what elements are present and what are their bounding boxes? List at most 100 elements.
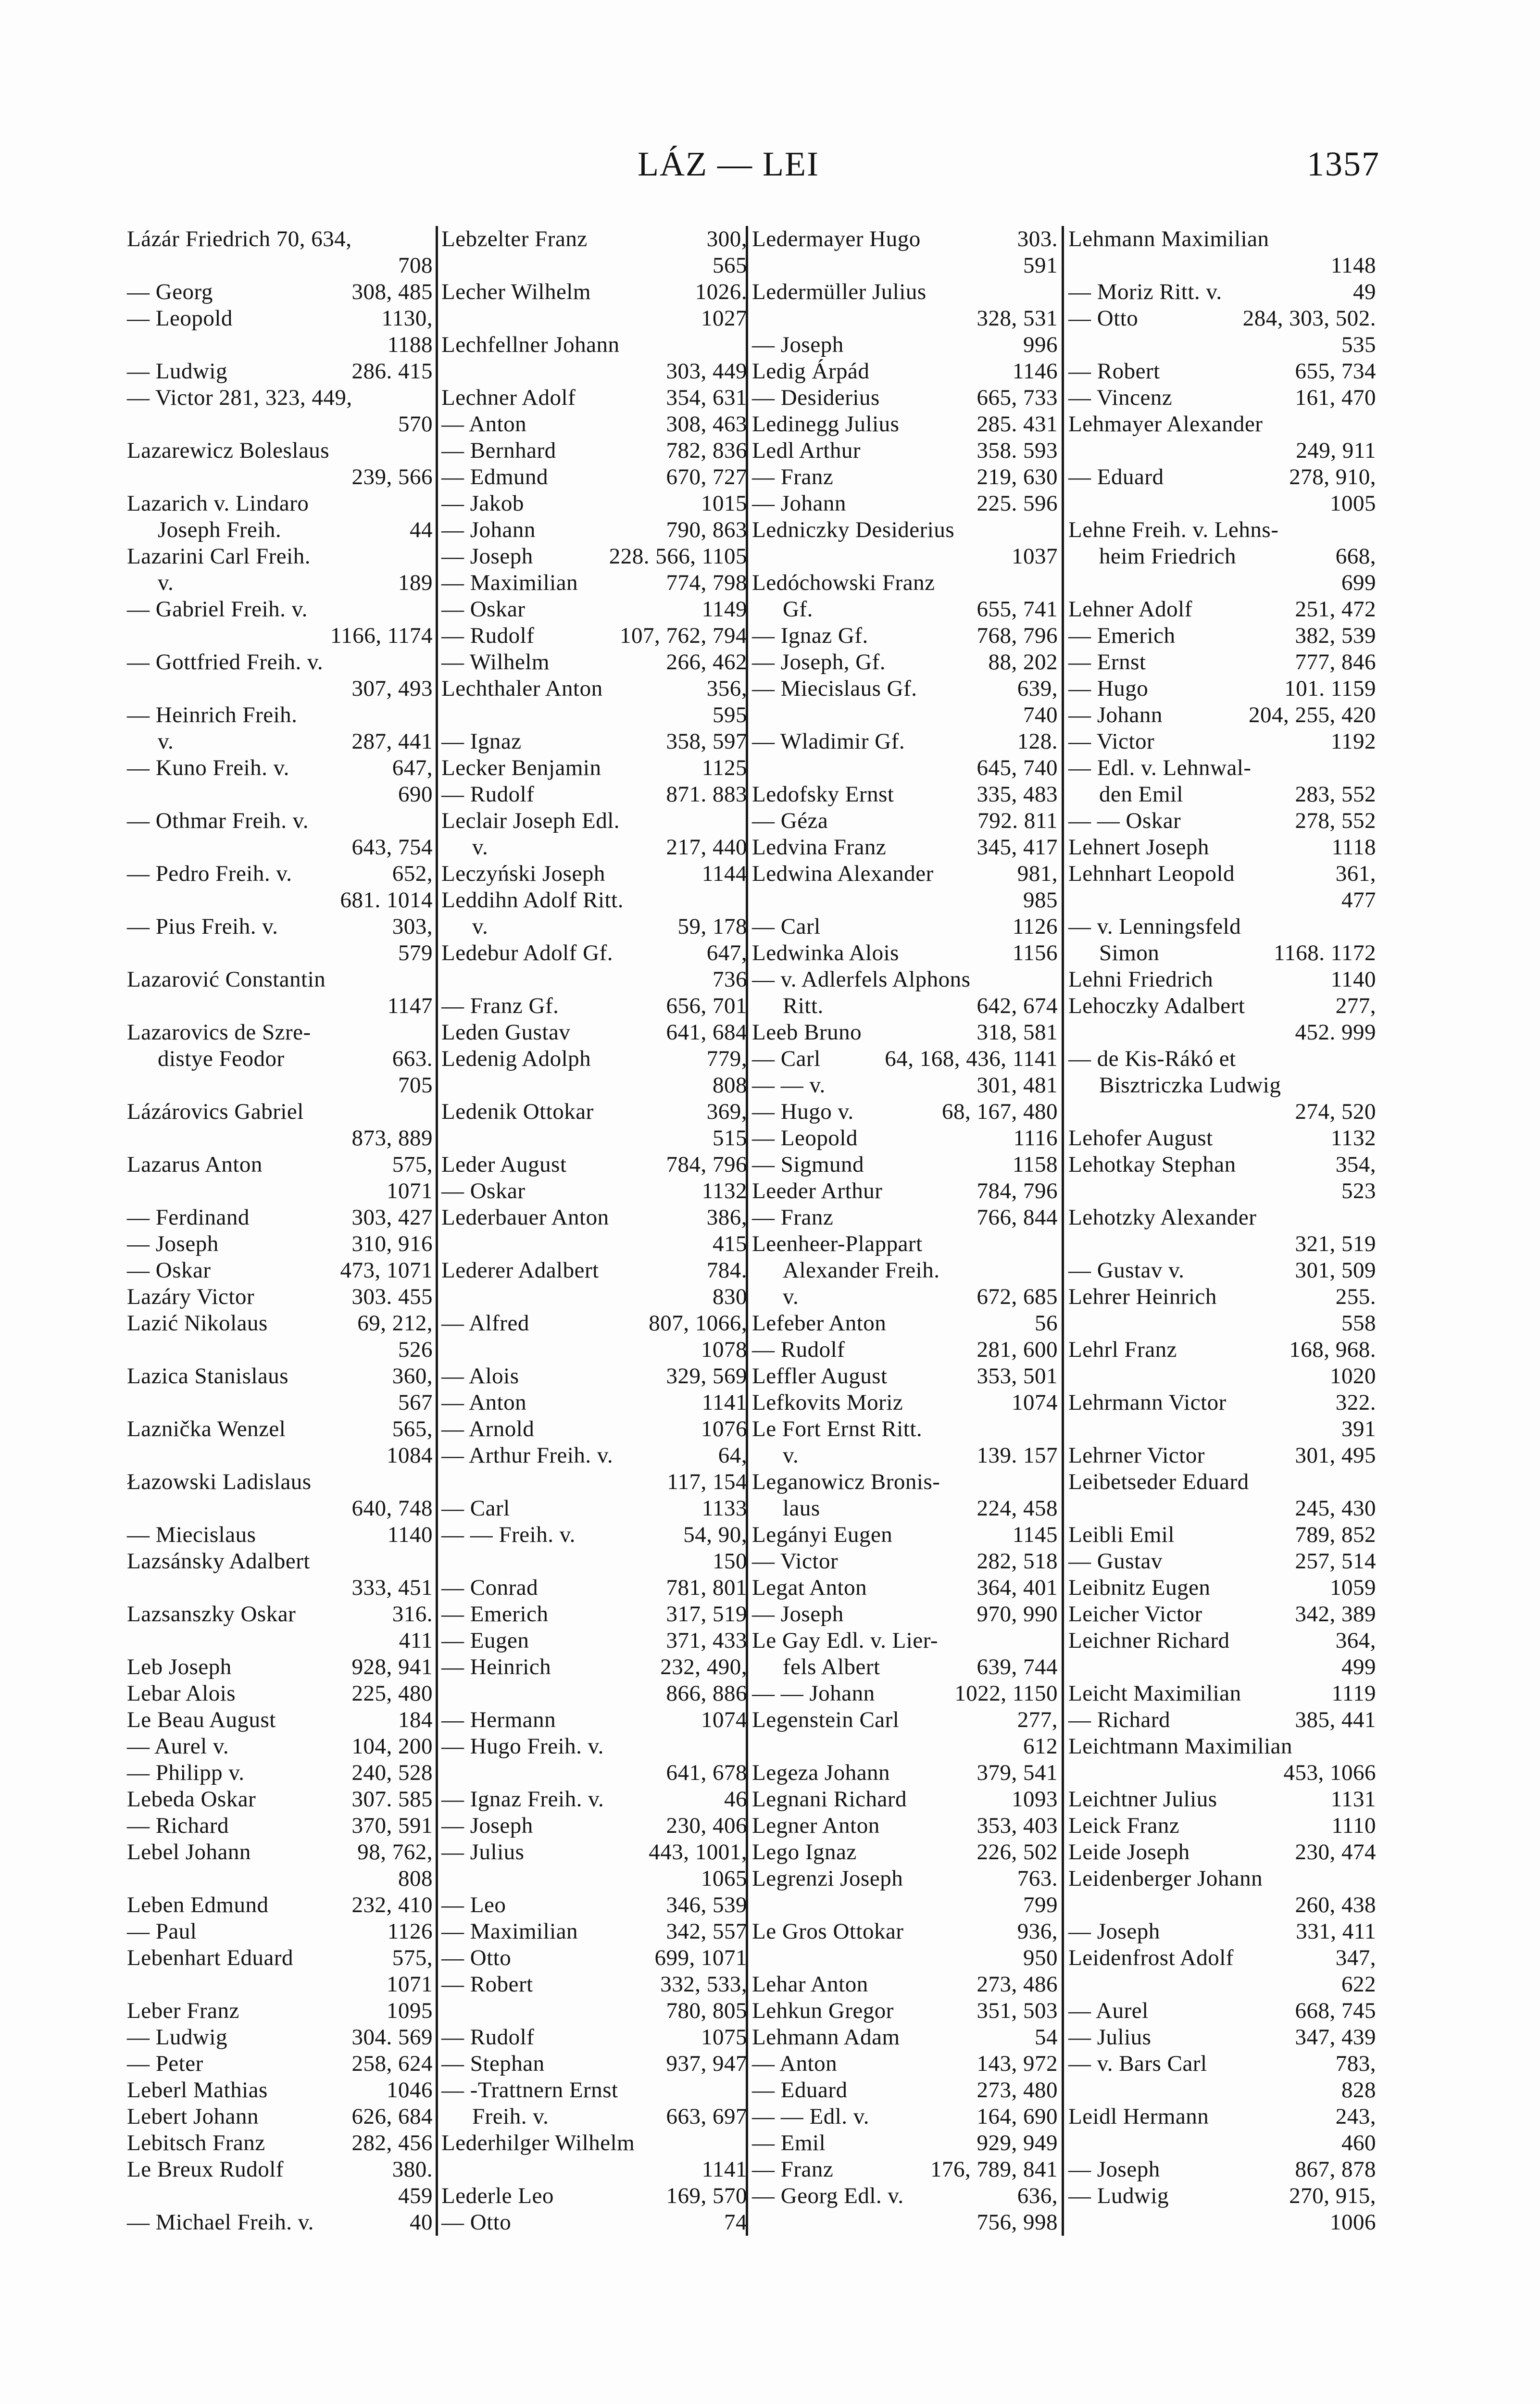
- entry-name: — Robert: [1068, 359, 1160, 384]
- entry-name: Lehotzky Alexander: [1068, 1205, 1257, 1230]
- entry-page-refs: 161, 470: [1295, 385, 1376, 410]
- entry-page-refs: 301, 495: [1295, 1443, 1376, 1468]
- entry-name: Lazarich v. Lindaro: [127, 491, 309, 516]
- index-entry-line: — Heinrich Freih.: [127, 702, 433, 728]
- index-entry-line: — Joseph 996: [752, 332, 1058, 358]
- index-entry-line: Lehrl Franz 168, 968.: [1068, 1337, 1376, 1363]
- entry-page-refs: 226, 502: [977, 1840, 1058, 1865]
- entry-name: — Ignaz: [441, 729, 522, 754]
- entry-page-refs: 460: [1341, 2130, 1376, 2155]
- index-entry-line: 328, 531: [752, 305, 1058, 332]
- index-entry-line: — Kuno Freih. v. 647,: [127, 755, 433, 781]
- entry-page-refs: 385, 441: [1295, 1707, 1376, 1732]
- index-entry-line: 828: [1068, 2077, 1376, 2104]
- index-entry-line: — Gottfried Freih. v.: [127, 649, 433, 676]
- entry-page-refs: 950: [1023, 1945, 1058, 1970]
- entry-page-refs: 303, 449: [666, 359, 747, 384]
- index-entry-line: Lederbauer Anton 386,: [441, 1204, 747, 1231]
- entry-name: — Rudolf: [441, 2025, 535, 2050]
- index-entry-line: Ledl Arthur 358. 593: [752, 438, 1058, 464]
- entry-name: — Maximilian: [441, 570, 578, 595]
- entry-name: Gf.: [783, 597, 813, 622]
- entry-page-refs: 784.: [706, 1258, 747, 1283]
- index-entry-line: Ritt. 642, 674: [752, 993, 1058, 1019]
- index-entry-line: — Georg 308, 485: [127, 279, 433, 305]
- entry-page-refs: 308, 485: [351, 279, 433, 304]
- entry-page-refs: 830: [713, 1284, 747, 1309]
- entry-page-refs: 128.: [1017, 729, 1058, 754]
- index-entry-line: Leeder Arthur 784, 796: [752, 1178, 1058, 1204]
- entry-page-refs: 307, 493: [351, 676, 433, 701]
- index-entry-line: Lebzelter Franz 300,: [441, 226, 747, 252]
- entry-page-refs: 1037: [1012, 544, 1058, 569]
- index-entry-line: — Vincenz 161, 470: [1068, 385, 1376, 411]
- index-entry-line: — Otto 284, 303, 502.: [1068, 305, 1376, 332]
- index-entry-line: Leffler August 353, 501: [752, 1363, 1058, 1390]
- entry-name: Ledermayer Hugo: [752, 226, 921, 251]
- entry-name: Lehkun Gregor: [752, 1998, 894, 2023]
- entry-page-refs: 346, 539: [666, 1892, 747, 1917]
- index-column-3: Ledermayer Hugo 303. 591 Ledermüller Julius…: [752, 226, 1058, 2236]
- entry-name: Lederhilger Wilhelm: [441, 2130, 635, 2155]
- entry-page-refs: 535: [1341, 332, 1376, 357]
- index-entry-line: 866, 886: [441, 1680, 747, 1707]
- column-rule: [1062, 226, 1064, 2236]
- page-number: 1357: [1307, 145, 1380, 183]
- index-entry-line: Leben Edmund 232, 410: [127, 1892, 433, 1918]
- entry-name: — Paul: [127, 1919, 197, 1944]
- index-entry-line: 460: [1068, 2130, 1376, 2156]
- entry-name: Lebel Johann: [127, 1840, 251, 1865]
- entry-name: — Georg Edl. v.: [752, 2183, 904, 2208]
- entry-name: Le Beau August: [127, 1707, 276, 1732]
- book-page: LÁZ — LEI 1357 Lázár Friedrich 70, 634, 7…: [127, 145, 1380, 2236]
- entry-name: Leibli Emil: [1068, 1522, 1175, 1547]
- index-entry-line: — Heinrich 232, 490,: [441, 1654, 747, 1680]
- index-entry-line: — Emil 929, 949: [752, 2130, 1058, 2156]
- entry-page-refs: 230, 474: [1295, 1840, 1376, 1865]
- entry-name: Le Gros Ottokar: [752, 1919, 904, 1944]
- index-entry-line: Ledwina Alexander 981,: [752, 861, 1058, 887]
- entry-page-refs: 1006: [1330, 2210, 1376, 2235]
- entry-page-refs: 459: [398, 2183, 433, 2208]
- entry-name: Lechner Adolf: [441, 385, 576, 410]
- entry-name: Leczyński Joseph: [441, 861, 605, 886]
- index-entry-line: Leide Joseph 230, 474: [1068, 1839, 1376, 1866]
- entry-page-refs: 690: [398, 782, 433, 807]
- index-entry-line: — Richard 370, 591: [127, 1813, 433, 1839]
- entry-name: — Edl. v. Lehnwal-: [1068, 755, 1252, 780]
- entry-page-refs: 1022, 1150: [954, 1681, 1058, 1706]
- entry-name: — Aurel: [1068, 1998, 1149, 2023]
- index-entry-line: 333, 451: [127, 1575, 433, 1601]
- entry-page-refs: 783,: [1335, 2051, 1376, 2076]
- index-entry-line: — — Edl. v. 164, 690: [752, 2104, 1058, 2130]
- entry-page-refs: 575,: [392, 1945, 433, 1970]
- entry-name: Lecher Wilhelm: [441, 279, 591, 304]
- entry-name: Leclair Joseph Edl.: [441, 808, 620, 833]
- index-entry-line: — Michael Freih. v. 40: [127, 2209, 433, 2236]
- index-entry-line: 459: [127, 2183, 433, 2209]
- entry-name: Lázárovics Gabriel: [127, 1099, 304, 1124]
- index-entry-line: Lecher Wilhelm 1026.: [441, 279, 747, 305]
- entry-name: — — Oskar: [1068, 808, 1181, 833]
- entry-page-refs: 642, 674: [977, 993, 1058, 1018]
- entry-name: — Oskar: [441, 1178, 526, 1203]
- index-entry-line: 391: [1068, 1416, 1376, 1442]
- entry-page-refs: [1053, 517, 1058, 543]
- entry-page-refs: [428, 596, 433, 623]
- index-entry-line: Le Breux Rudolf 380.: [127, 2156, 433, 2183]
- entry-name: — Maximilian: [441, 1919, 578, 1944]
- entry-page-refs: 1131: [1330, 1787, 1376, 1812]
- entry-name: — Joseph: [1068, 1919, 1160, 1944]
- entry-page-refs: 792. 811: [977, 808, 1058, 833]
- entry-page-refs: 740: [1023, 702, 1058, 727]
- entry-page-refs: 871. 883: [666, 782, 747, 807]
- index-entry-line: Lebel Johann 98, 762,: [127, 1839, 433, 1866]
- entry-name: Lehotkay Stephan: [1068, 1152, 1236, 1177]
- index-entry-line: 1071: [127, 1178, 433, 1204]
- entry-page-refs: 88, 202: [988, 650, 1058, 675]
- entry-page-refs: [428, 490, 433, 517]
- entry-name: — Joseph: [752, 332, 844, 357]
- entry-page-refs: 681. 1014: [340, 888, 433, 913]
- index-entry-line: — v. Bars Carl 783,: [1068, 2051, 1376, 2077]
- entry-page-refs: 777, 846: [1295, 650, 1376, 675]
